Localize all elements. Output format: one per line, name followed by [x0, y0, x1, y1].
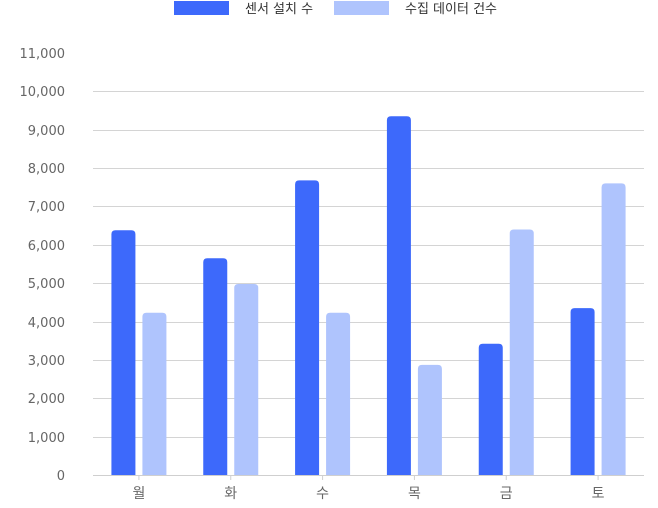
y-tick-label: 6,000: [28, 239, 65, 254]
x-tick-label: 화: [224, 486, 237, 502]
x-tick-label: 월: [132, 486, 145, 502]
legend-swatch-2: [334, 1, 389, 15]
legend-label-2: 수집 데이터 건수: [405, 2, 497, 17]
bar-data-2: [234, 283, 259, 475]
x-tick-label: 수: [316, 486, 329, 502]
bar-data-6: [601, 183, 626, 475]
y-tick-label: 3,000: [28, 354, 65, 369]
y-axis: 0 1,000 2,000 3,000 4,000 5,000 6,000 7,000 8,00…: [20, 47, 66, 484]
y-tick-label: 0: [57, 469, 65, 484]
y-tick-label: 5,000: [28, 277, 65, 292]
bar-sensor-4: [386, 116, 411, 476]
legend: 센서 설치 수 수집 데이터 건수: [174, 1, 497, 17]
bar-sensor-6: [570, 308, 595, 475]
bar-sensor-1: [111, 230, 136, 475]
y-tick-label: 1,000: [28, 431, 65, 446]
y-tick-label: 10,000: [20, 85, 66, 100]
y-tick-label: 7,000: [28, 200, 65, 215]
x-tick-label: 목: [408, 486, 421, 502]
legend-label-1: 센서 설치 수: [245, 2, 313, 17]
bar-sensor-2: [203, 258, 228, 475]
bar-sensor-5: [478, 343, 503, 475]
x-tick-label: 금: [500, 486, 513, 502]
bars: [111, 116, 626, 476]
bar-data-3: [326, 312, 351, 475]
legend-swatch-1: [174, 1, 229, 15]
gridlines: [93, 91, 644, 438]
y-tick-label: 4,000: [28, 316, 65, 331]
bar-data-5: [509, 229, 534, 475]
y-tick-label: 8,000: [28, 162, 65, 177]
y-tick-label: 11,000: [20, 47, 66, 62]
bar-data-1: [142, 312, 167, 475]
bar-sensor-3: [295, 180, 320, 475]
y-tick-label: 2,000: [28, 392, 65, 407]
y-tick-label: 9,000: [28, 124, 65, 139]
x-tick-label: 토: [592, 486, 605, 502]
bar-data-4: [417, 364, 442, 475]
